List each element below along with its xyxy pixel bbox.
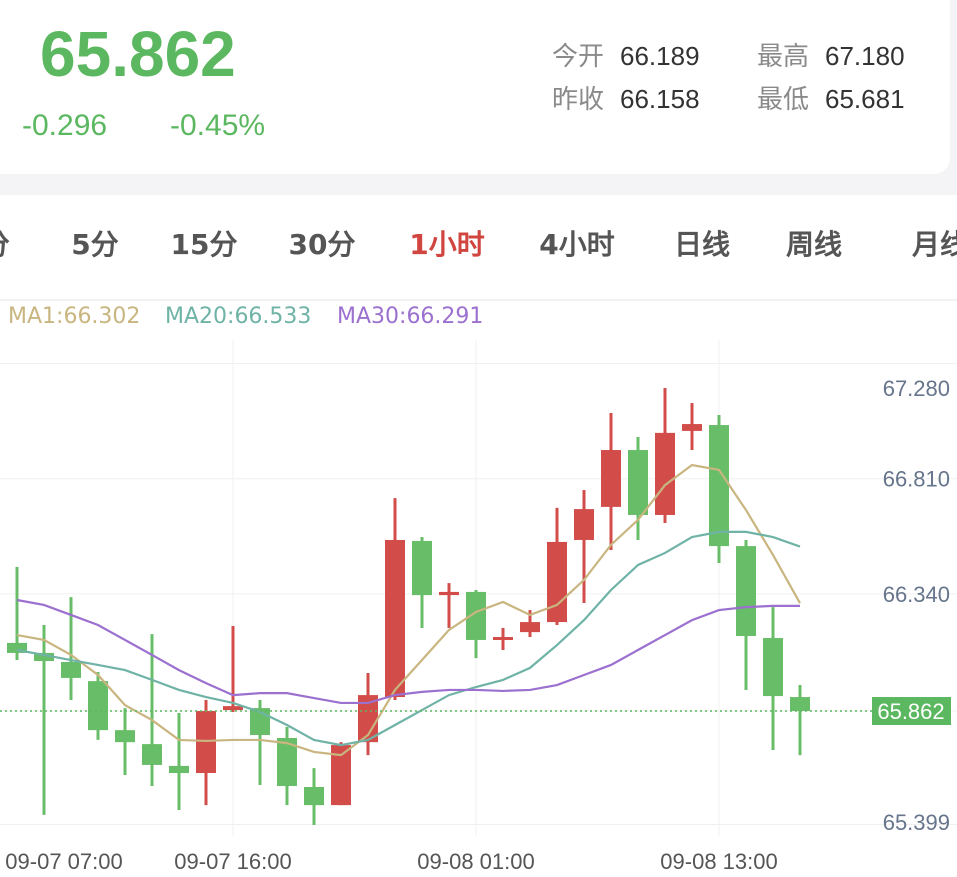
price-change-percent: -0.45% [170,109,265,142]
x-tick-label: 09-08 13:00 [660,849,777,874]
candle-body [169,765,189,774]
x-tick-label: 09-07 16:00 [174,849,291,874]
legend-entry: MA20:66.533 [165,304,311,329]
stat-label: 最高 [757,42,809,72]
y-tick-label: 65.399 [883,810,950,835]
interval-tab[interactable]: 15分 [171,228,238,261]
y-tick-label: 66.340 [883,582,950,607]
price-change: -0.296 [22,109,107,142]
stat-label: 今开 [552,42,604,72]
candle-body [196,711,216,774]
ma-line [16,463,801,757]
candle-body [763,637,783,697]
stat-value: 65.681 [825,84,905,114]
last-price: 65.862 [40,18,236,90]
candle-body [709,425,729,547]
ma-line [16,530,801,747]
candle-body [466,591,486,640]
candle-body [304,786,324,806]
interval-tab[interactable]: 4小时 [539,228,614,261]
candle-body [439,591,459,596]
candle-body [655,432,675,515]
candle-body [736,546,756,637]
candle-body [7,642,27,653]
candle-body [493,637,513,641]
y-tick-label: 66.810 [883,467,950,492]
legend-entry: MA1:66.302 [8,304,140,329]
interval-tabs: 1分 5分 15分 30分 1小时 4小时 日线 周线 月线 [0,228,957,261]
chart-panel [0,195,957,877]
interval-tab[interactable]: 1分 [0,228,10,261]
x-tick-label: 09-08 01:00 [417,849,534,874]
stat-label: 昨收 [552,85,604,115]
candle-body [34,652,54,662]
candle-body [142,744,162,765]
interval-tab[interactable]: 月线 [911,228,957,261]
candle-body [358,695,378,743]
stat-label: 最低 [757,85,809,115]
candle-body [790,697,810,712]
candle-body [61,662,81,678]
interval-tab[interactable]: 日线 [674,228,730,261]
candle-body [88,681,108,731]
x-tick-label: 09-07 07:00 [5,849,122,874]
candle-body [223,706,243,711]
stat-value: 67.180 [825,41,905,71]
candle-body [412,540,432,596]
candle-body [601,450,621,507]
candle-body [628,450,648,515]
last-price-box [872,697,951,726]
ma-line [16,598,800,705]
interval-tab[interactable]: 周线 [786,228,842,261]
interval-tab[interactable]: 1小时 [409,228,484,261]
legend-entry: MA30:66.291 [337,304,483,329]
last-price-label: 65.862 [877,699,944,724]
interval-tab[interactable]: 5分 [71,228,118,261]
candle-body [520,622,540,633]
stat-value: 66.158 [620,84,700,114]
y-tick-label: 67.280 [883,376,950,401]
stat-value: 66.189 [620,41,700,71]
interval-tab[interactable]: 30分 [289,228,356,261]
candle-body [385,539,405,698]
quote-card [0,0,950,174]
candle-body [547,541,567,623]
candle-body [574,509,594,540]
candle-body [331,745,351,806]
candle-body [682,424,702,431]
quote-stats: 今开 66.189 最高 67.180 昨收 66.158 最低 65.681 [552,41,905,115]
candlestick-chart: MA1:66.302 MA20:66.533 MA30:66.291 65.399 65… [0,304,957,874]
candle-body [115,730,135,743]
candle-body [277,737,297,787]
